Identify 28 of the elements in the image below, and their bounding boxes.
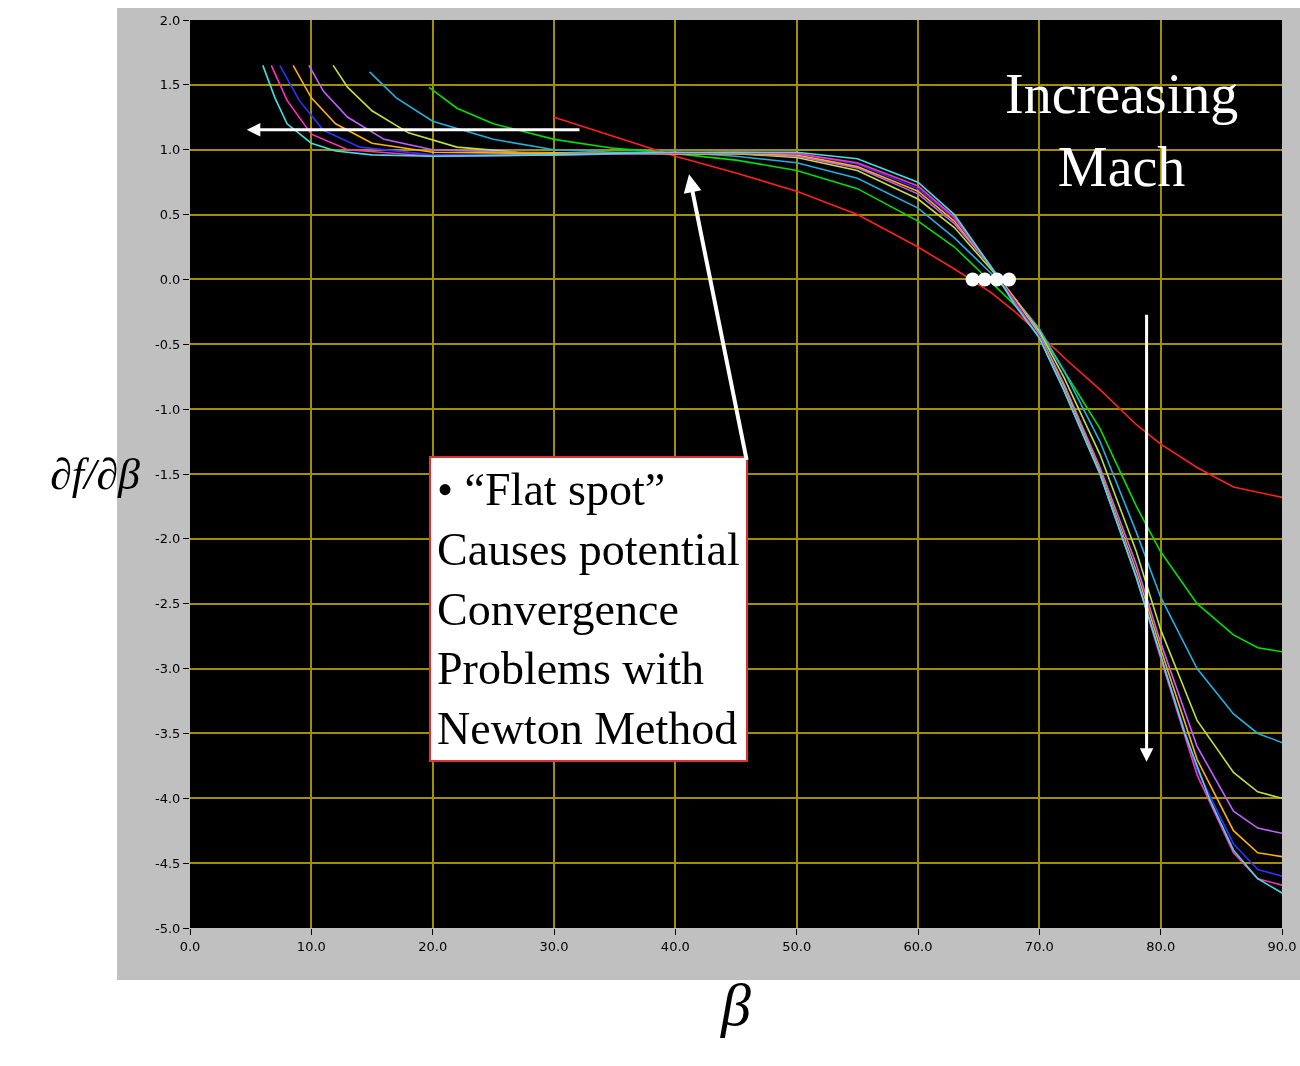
y-tick-label: 1.0 (159, 142, 181, 158)
x-tick-label: 30.0 (539, 938, 569, 954)
y-tick-label: -1.0 (155, 401, 181, 417)
y-tick-label: -4.0 (155, 790, 181, 806)
y-tick-label: 1.5 (159, 77, 181, 93)
x-axis-title: β (720, 972, 752, 1039)
y-tick-label: 0.5 (159, 207, 181, 223)
x-tick-label: 50.0 (782, 938, 812, 954)
y-axis-title: ∂f/∂β (50, 450, 140, 499)
y-tick-label: -2.5 (155, 596, 181, 612)
y-tick-label: -3.5 (155, 725, 181, 741)
y-tick-label: -5.0 (155, 920, 181, 936)
x-tick-label: 0.0 (179, 938, 201, 954)
x-tick-label: 60.0 (903, 938, 933, 954)
x-tick-label: 10.0 (296, 938, 326, 954)
x-tick-label: 20.0 (418, 938, 448, 954)
x-tick-label: 90.0 (1267, 938, 1297, 954)
x-tick-label: 70.0 (1024, 938, 1054, 954)
y-tick-label: -2.0 (155, 531, 181, 547)
annotation: • “Flat spot” Causes potential Convergence Problems with Newton Method (437, 464, 740, 755)
y-tick-label: 2.0 (159, 12, 181, 28)
x-tick-label: 40.0 (660, 938, 690, 954)
y-tick-label: 0.0 (159, 271, 181, 287)
y-tick-label: -3.0 (155, 661, 181, 677)
y-tick-label: -4.5 (155, 855, 181, 871)
x-tick-label: 80.0 (1146, 938, 1176, 954)
y-tick-label: -0.5 (155, 336, 181, 352)
y-tick-label: -1.5 (155, 466, 181, 482)
